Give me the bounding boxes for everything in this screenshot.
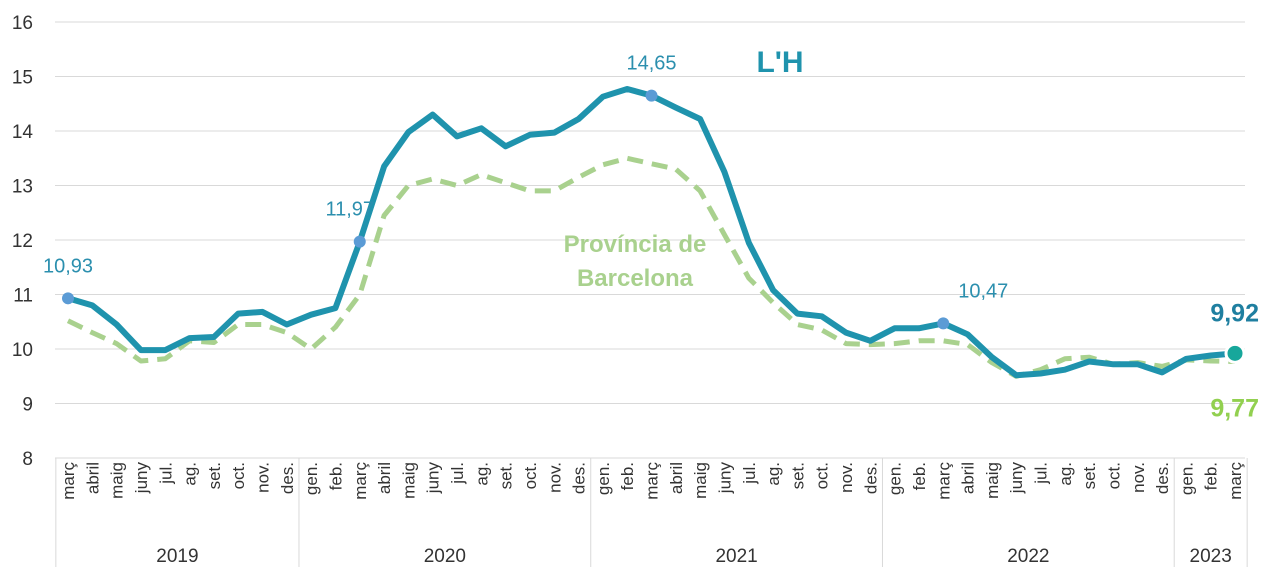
y-tick-label: 14 <box>12 122 34 143</box>
series-line <box>66 155 1236 379</box>
x-tick-label: gen. <box>886 462 905 495</box>
x-tick-label: nov. <box>545 462 564 493</box>
x-tick-label: abril <box>667 462 686 494</box>
x-tick-label: feb. <box>910 462 929 490</box>
x-tick-label: nov. <box>1129 462 1148 493</box>
value-label: 14,65 <box>626 53 676 75</box>
x-tick-label: nov. <box>254 462 273 493</box>
x-tick-label: maig <box>399 462 418 499</box>
x-tick-label: juny <box>1007 462 1026 495</box>
x-tick-label: des. <box>570 462 589 494</box>
x-tick-label: set. <box>1080 462 1099 489</box>
y-tick-label: 9 <box>22 395 33 416</box>
x-tick-label: ag. <box>181 462 200 486</box>
x-tick-label: ag. <box>764 462 783 486</box>
x-tick-label: jul. <box>1032 462 1051 485</box>
x-tick-label: set. <box>788 462 807 489</box>
x-tick-label: oct. <box>521 462 540 489</box>
year-label: 2019 <box>156 546 198 567</box>
point <box>937 317 950 330</box>
point <box>645 89 658 102</box>
value-label: 11,97 <box>325 199 374 221</box>
x-tick-label: des. <box>861 462 880 494</box>
x-tick-label: jul. <box>740 462 759 485</box>
x-tick-label: gen. <box>594 462 613 495</box>
x-tick-label: març <box>934 462 953 500</box>
x-tick-label: abril <box>959 462 978 494</box>
x-tick-label: oct. <box>813 462 832 489</box>
x-tick-label: juny <box>132 462 151 495</box>
series-label: L'H <box>756 46 804 79</box>
point <box>1224 342 1246 364</box>
x-tick-label: maig <box>691 462 710 499</box>
x-tick-label: juny <box>715 462 734 495</box>
x-tick-label: ag. <box>1056 462 1075 486</box>
x-tick-label: des. <box>278 462 297 494</box>
x-tick-label: juny <box>424 462 443 495</box>
x-tick-label: gen. <box>1177 462 1196 495</box>
year-label: 2022 <box>1007 546 1049 567</box>
x-tick-label: ag. <box>472 462 491 486</box>
year-label: 2021 <box>715 546 757 567</box>
x-tick-label: feb. <box>326 462 345 490</box>
point <box>353 235 366 248</box>
x-tick-label: maig <box>108 462 127 499</box>
x-tick-label: març <box>643 462 662 500</box>
x-tick-label: abril <box>83 462 102 494</box>
y-tick-label: 16 <box>12 13 33 34</box>
y-tick-label: 11 <box>13 286 33 307</box>
x-tick-label: març <box>351 462 370 500</box>
y-tick-label: 8 <box>22 449 33 470</box>
x-tick-label: març <box>1226 462 1245 500</box>
x-tick-label: feb. <box>1202 462 1221 490</box>
year-label: 2020 <box>424 546 466 567</box>
x-tick-label: oct. <box>1104 462 1123 489</box>
x-tick-label: jul. <box>448 462 467 485</box>
value-label: 9,77 <box>1210 395 1259 423</box>
x-tick-label: març <box>59 462 78 500</box>
x-tick-label: jul. <box>156 462 175 485</box>
value-label: 9,92 <box>1210 299 1259 327</box>
series-label: Província de Barcelona <box>563 231 707 292</box>
x-tick-label: set. <box>497 462 516 489</box>
x-tick-label: nov. <box>837 462 856 493</box>
point <box>62 292 74 305</box>
value-label: 10,93 <box>43 255 93 277</box>
y-tick-label: 15 <box>12 68 33 89</box>
y-tick-label: 10 <box>12 340 33 361</box>
value-label: 10,47 <box>958 280 1008 302</box>
x-tick-label: oct. <box>229 462 248 489</box>
year-label: 2023 <box>1190 546 1232 567</box>
x-tick-label: gen. <box>302 462 321 495</box>
y-tick-label: 12 <box>12 231 33 252</box>
x-tick-label: feb. <box>618 462 637 490</box>
x-tick-label: abril <box>375 462 394 494</box>
x-tick-label: maig <box>983 462 1002 499</box>
y-tick-label: 13 <box>12 177 33 198</box>
x-tick-label: des. <box>1153 462 1172 494</box>
x-tick-label: set. <box>205 462 224 489</box>
